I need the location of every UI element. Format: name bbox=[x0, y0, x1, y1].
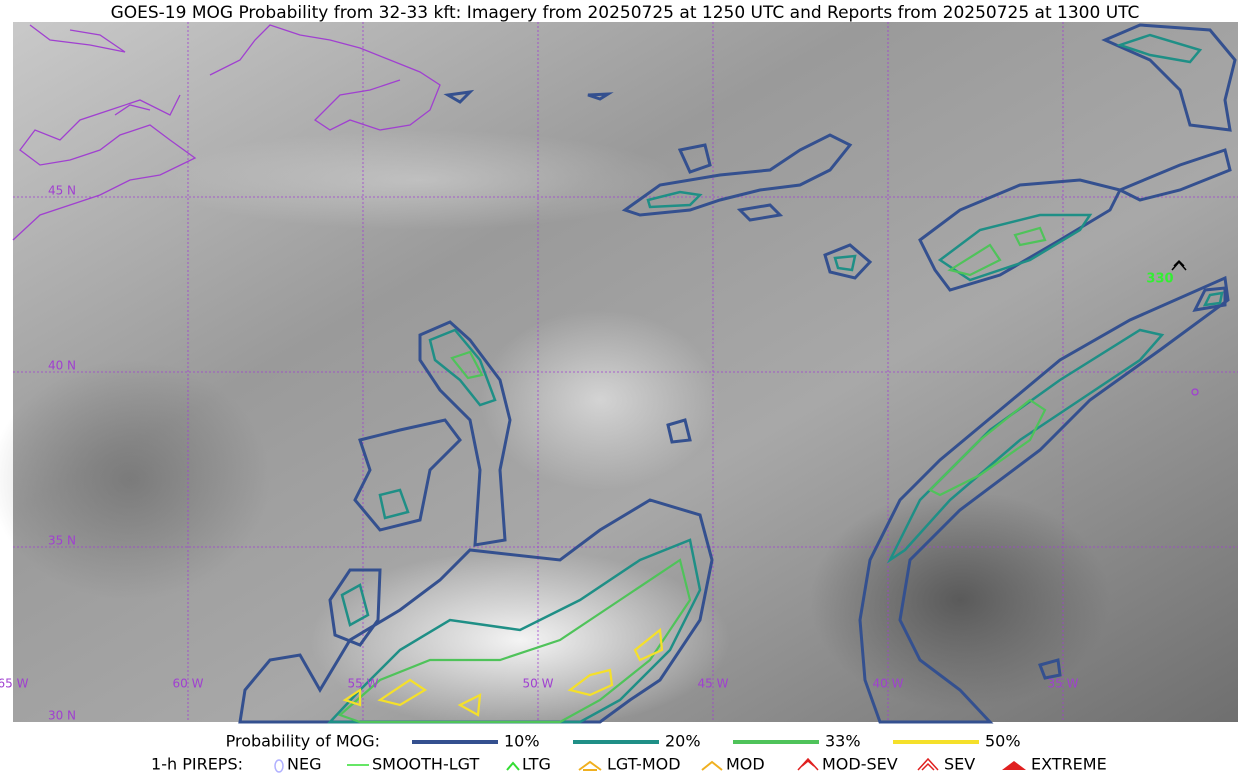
legend-item: SMOOTH-LGT bbox=[372, 755, 479, 774]
lat-label: 35 N bbox=[48, 534, 76, 548]
lon-label: 35 W bbox=[1048, 677, 1079, 691]
legend-title: Probability of MOG: bbox=[226, 732, 380, 751]
lat-label: 30 N bbox=[48, 709, 76, 723]
legend-item: 33% bbox=[825, 732, 861, 751]
legend: Probability of MOG: 10% 20% 33% 50% 1-h … bbox=[151, 732, 1107, 774]
legend-item: SEV bbox=[944, 755, 975, 774]
lon-label: 50 W bbox=[523, 677, 554, 691]
legend-item: EXTREME bbox=[1031, 755, 1107, 774]
lat-label: 40 N bbox=[48, 359, 76, 373]
lon-label: 55 W bbox=[348, 677, 379, 691]
legend-item: LTG bbox=[522, 755, 551, 774]
legend-title: 1-h PIREPS: bbox=[151, 755, 243, 774]
lon-label: 65 W bbox=[0, 677, 29, 691]
lon-label: 45 W bbox=[698, 677, 729, 691]
legend-item: MOD-SEV bbox=[822, 755, 898, 774]
pirep-label: 330 bbox=[1146, 272, 1173, 287]
legend-item: 50% bbox=[985, 732, 1021, 751]
pirep-icon bbox=[1171, 259, 1187, 271]
title: GOES-19 MOG Probability from 32-33 kft: … bbox=[111, 3, 1140, 23]
legend-item: NEG bbox=[287, 755, 321, 774]
lon-label: 40 W bbox=[873, 677, 904, 691]
legend-item: 20% bbox=[665, 732, 701, 751]
lon-label: 60 W bbox=[173, 677, 204, 691]
legend-item: MOD bbox=[726, 755, 765, 774]
map: 65 W 60 W 55 W 50 W 45 W 40 W 35 W 45 N … bbox=[0, 22, 1238, 730]
legend-item: 10% bbox=[504, 732, 540, 751]
legend-item: LGT-MOD bbox=[607, 755, 681, 774]
lat-label: 45 N bbox=[48, 184, 76, 198]
